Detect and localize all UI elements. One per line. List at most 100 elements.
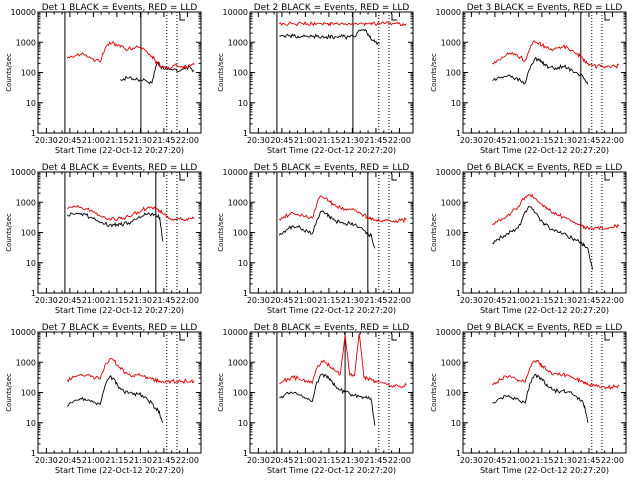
x-tick-label: 20:45 xyxy=(270,456,293,465)
y-axis-label: Counts/sec xyxy=(430,373,438,412)
x-tick-label: 21:00 xyxy=(82,136,105,145)
series-group xyxy=(66,204,195,242)
series-line-lld xyxy=(492,360,620,390)
panel-det-2: Det 2 BLACK = Events, RED = LLD 20:30 20:4… xyxy=(217,3,414,155)
x-tick-label: 21:45 xyxy=(577,136,600,145)
series-line-events xyxy=(492,56,589,85)
x-tick-label: 21:45 xyxy=(364,456,387,465)
series-line-lld xyxy=(66,40,195,71)
x-tick-label: 21:45 xyxy=(364,296,387,305)
x-tick-label: 21:15 xyxy=(105,456,128,465)
y-tick-label: 1 xyxy=(243,449,248,458)
x-tick-label: 21:45 xyxy=(152,456,175,465)
y-tick-label: 1000 xyxy=(441,198,461,207)
x-axis-label: Start Time (22-Oct-12 20:27:20) xyxy=(480,146,609,155)
x-tick-label: 21:45 xyxy=(364,136,387,145)
x-tick-label: 21:30 xyxy=(129,296,152,305)
series-line-lld xyxy=(492,40,620,70)
y-axis-label: Counts/sec xyxy=(217,213,225,252)
x-tick-label: 20:45 xyxy=(58,136,81,145)
x-tick-label: 21:45 xyxy=(577,296,600,305)
x-tick-label: 20:30 xyxy=(35,296,58,305)
x-tick-label: 21:00 xyxy=(507,136,530,145)
attenuator-mark xyxy=(179,174,185,181)
x-tick-label: 22:00 xyxy=(388,296,411,305)
y-tick-label: 1000 xyxy=(441,358,461,367)
panel-title: Det 4 BLACK = Events, RED = LLD xyxy=(42,163,198,173)
panel-det-7: Det 7 BLACK = Events, RED = LLD 20:30 20:4… xyxy=(5,323,202,475)
panel-title: Det 1 BLACK = Events, RED = LLD xyxy=(42,3,198,13)
x-tick-label: 21:15 xyxy=(105,296,128,305)
x-tick-label: 21:15 xyxy=(530,136,553,145)
x-tick-label: 21:30 xyxy=(554,136,577,145)
x-tick-label: 20:45 xyxy=(483,136,506,145)
series-group xyxy=(492,40,620,85)
y-tick-label: 10000 xyxy=(11,328,36,337)
y-tick-label: 1000 xyxy=(228,198,248,207)
series-line-events xyxy=(492,205,594,270)
panel-det-3: Det 3 BLACK = Events, RED = LLD 20:30 20:4… xyxy=(430,3,627,155)
series-line-lld xyxy=(279,333,407,389)
y-tick-label: 1000 xyxy=(16,38,36,47)
x-tick-label: 20:45 xyxy=(58,456,81,465)
attenuator-mark xyxy=(604,334,610,341)
x-tick-label: 21:15 xyxy=(317,136,340,145)
x-tick-label: 21:30 xyxy=(129,456,152,465)
x-tick-label: 21:00 xyxy=(507,456,530,465)
series-group xyxy=(66,40,195,85)
x-tick-label: 21:30 xyxy=(341,456,364,465)
y-tick-label: 10000 xyxy=(11,8,36,17)
x-tick-label: 20:30 xyxy=(247,296,270,305)
series-group xyxy=(491,193,620,270)
y-tick-label: 1000 xyxy=(16,358,36,367)
y-tick-label: 1 xyxy=(456,449,461,458)
x-tick-label: 21:45 xyxy=(577,456,600,465)
y-tick-label: 1 xyxy=(243,289,248,298)
x-tick-label: 21:00 xyxy=(294,456,317,465)
series-line-events xyxy=(279,373,376,426)
y-tick-label: 10 xyxy=(451,99,461,108)
y-tick-label: 10 xyxy=(238,419,248,428)
x-axis-label: Start Time (22-Oct-12 20:27:20) xyxy=(267,466,396,475)
panel-title: Det 9 BLACK = Events, RED = LLD xyxy=(467,323,623,333)
panel-det-1: Det 1 BLACK = Events, RED = LLD 20:30 20:4… xyxy=(5,3,202,155)
series-line-events xyxy=(120,61,195,85)
y-tick-label: 10000 xyxy=(11,168,36,177)
y-tick-label: 1 xyxy=(31,449,36,458)
panel-title: Det 3 BLACK = Events, RED = LLD xyxy=(467,3,623,13)
y-axis-label: Counts/sec xyxy=(430,53,438,92)
x-tick-label: 21:15 xyxy=(317,296,340,305)
x-tick-label: 20:30 xyxy=(35,456,58,465)
x-tick-label: 21:45 xyxy=(152,296,175,305)
y-tick-label: 1 xyxy=(31,289,36,298)
y-tick-label: 1000 xyxy=(441,38,461,47)
attenuator-mark xyxy=(391,334,397,341)
attenuator-mark xyxy=(179,334,185,341)
x-tick-label: 21:00 xyxy=(507,296,530,305)
x-tick-label: 21:00 xyxy=(82,296,105,305)
panel-det-8: Det 8 BLACK = Events, RED = LLD 20:30 20:4… xyxy=(217,323,414,475)
x-tick-label: 22:00 xyxy=(601,296,624,305)
y-tick-label: 10000 xyxy=(223,168,248,177)
x-tick-label: 22:00 xyxy=(601,456,624,465)
x-tick-label: 20:45 xyxy=(270,136,293,145)
x-tick-label: 20:30 xyxy=(460,296,483,305)
series-line-lld xyxy=(66,204,195,222)
x-tick-label: 20:45 xyxy=(58,296,81,305)
y-tick-label: 100 xyxy=(446,69,461,78)
y-axis-label: Counts/sec xyxy=(5,213,13,252)
y-tick-label: 10 xyxy=(451,259,461,268)
y-tick-label: 1 xyxy=(243,129,248,138)
panel-title: Det 2 BLACK = Events, RED = LLD xyxy=(254,3,410,13)
y-tick-label: 1 xyxy=(31,129,36,138)
series-line-lld xyxy=(279,20,407,27)
x-axis-label: Start Time (22-Oct-12 20:27:20) xyxy=(480,466,609,475)
y-axis-label: Counts/sec xyxy=(5,373,13,412)
x-tick-label: 21:30 xyxy=(554,296,577,305)
y-tick-label: 1 xyxy=(456,129,461,138)
series-group xyxy=(66,358,195,424)
panel-det-4: Det 4 BLACK = Events, RED = LLD 20:30 20:4… xyxy=(5,163,202,315)
attenuator-mark xyxy=(604,14,610,21)
y-tick-label: 100 xyxy=(233,389,248,398)
x-tick-label: 20:30 xyxy=(247,456,270,465)
